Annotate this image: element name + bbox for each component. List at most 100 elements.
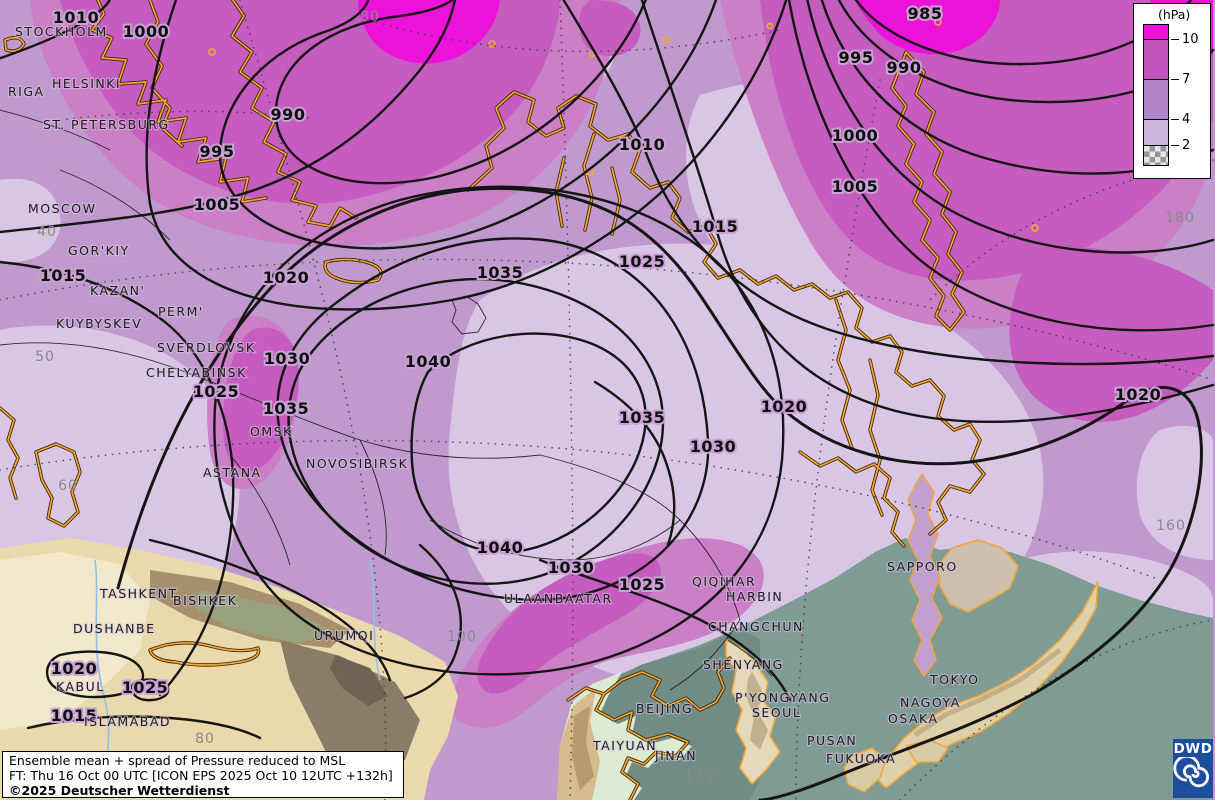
isobar-value-label: 1005 bbox=[832, 177, 879, 196]
isobar-value-label: 985 bbox=[908, 4, 943, 23]
city-label: QIQIHAR bbox=[692, 574, 756, 589]
isobar-value-label: 1015 bbox=[51, 706, 98, 725]
legend-swatch-7-10 bbox=[1143, 39, 1169, 80]
graticule-coordinate-label: 60 bbox=[58, 478, 78, 494]
graticule-coordinate-label: 180 bbox=[1165, 210, 1195, 226]
isobar-value-label: 1020 bbox=[51, 659, 98, 678]
city-label: NOVOSIBIRSK bbox=[306, 456, 408, 471]
legend-tick bbox=[1171, 79, 1179, 80]
city-label: OMSK bbox=[250, 424, 293, 439]
legend-swatch-below-2 bbox=[1143, 145, 1169, 166]
city-label: P'YONGYANG bbox=[735, 690, 830, 705]
city-label: STOCKHOLM bbox=[15, 24, 108, 39]
city-label: PERM' bbox=[158, 304, 204, 319]
contour-label-layer: 1010 1000 990 995 1005 1015 1020 1030 1025 1035 10… bbox=[38, 2, 1163, 727]
legend-tick bbox=[1171, 39, 1179, 40]
city-label: SAPPORO bbox=[887, 559, 958, 574]
isobar-value-label: 990 bbox=[271, 105, 306, 124]
city-label: NAGOYA bbox=[900, 695, 961, 710]
city-label: CHELYABINSK bbox=[146, 365, 247, 380]
city-label: OSAKA bbox=[888, 711, 939, 726]
isobar-value-label: 995 bbox=[839, 48, 874, 67]
grid-label-layer: 80 40 50 60 80 100 120 140 160 180 bbox=[35, 9, 1195, 784]
info-product-title: Ensemble mean + spread of Pressure reduc… bbox=[9, 753, 346, 768]
isobar-value-label: 1035 bbox=[619, 408, 666, 427]
legend-tick bbox=[1171, 145, 1179, 146]
city-label: KABUL bbox=[56, 679, 105, 694]
isobar-value-label: 1030 bbox=[690, 437, 737, 456]
terrain-east-asia bbox=[557, 472, 1099, 800]
legend-tick-label: 4 bbox=[1182, 112, 1191, 127]
city-label: HELSINKI bbox=[52, 76, 121, 91]
city-label: ST. PETERSBURG bbox=[43, 117, 170, 132]
legend-tick-label: 7 bbox=[1182, 72, 1191, 87]
isobar-value-label: 1010 bbox=[619, 135, 666, 154]
map-info-box: Ensemble mean + spread of Pressure reduc… bbox=[2, 751, 404, 798]
city-label: SHENYANG bbox=[703, 657, 784, 672]
city-label: SVERDLOVSK bbox=[157, 340, 256, 355]
isobar-value-label: 1040 bbox=[477, 538, 524, 557]
city-label: BISHKEK bbox=[173, 593, 237, 608]
legend-swatch-above-10 bbox=[1143, 24, 1169, 40]
isobar-value-label: 1020 bbox=[761, 397, 808, 416]
dwd-logo-text: DWD bbox=[1173, 741, 1213, 757]
city-label: JINAN bbox=[654, 748, 697, 763]
isobar-value-label: 1035 bbox=[263, 399, 310, 418]
isobar-value-label: 995 bbox=[200, 142, 235, 161]
legend-tick-label: 2 bbox=[1182, 138, 1191, 153]
legend-swatch-4-7 bbox=[1143, 79, 1169, 120]
city-label: ISLAMABAD bbox=[84, 714, 171, 729]
city-label: HARBIN bbox=[726, 589, 783, 604]
city-label: TOKYO bbox=[929, 672, 980, 687]
city-label: KAZAN' bbox=[90, 283, 145, 298]
city-label: URUMQI bbox=[314, 628, 374, 643]
isobar-value-label: 1020 bbox=[1115, 385, 1162, 404]
graticule-coordinate-label: 140 bbox=[935, 677, 965, 693]
dwd-logo: DWD bbox=[1173, 739, 1213, 798]
isobar-value-label: 1015 bbox=[40, 266, 87, 285]
graticule-coordinate-label: 50 bbox=[35, 349, 55, 365]
isobar-value-label: 1035 bbox=[477, 263, 524, 282]
isobar-value-label: 1015 bbox=[692, 217, 739, 236]
legend-swatch-2-4 bbox=[1143, 119, 1169, 146]
legend-unit-label: (hPa) bbox=[1158, 7, 1191, 22]
graticule-coordinate-label: 80 bbox=[195, 731, 215, 747]
legend-tick-label: 10 bbox=[1182, 32, 1199, 47]
isobar-value-label: 1025 bbox=[193, 382, 240, 401]
coastline-layer bbox=[0, 0, 1152, 800]
city-label: KUYBYSKEV bbox=[56, 316, 142, 331]
graticule-coordinate-label: 160 bbox=[1156, 518, 1186, 534]
dwd-spiral-icon bbox=[1173, 754, 1209, 788]
graticule-coordinate-label: 100 bbox=[447, 629, 477, 645]
isobar-value-label: 1025 bbox=[619, 575, 666, 594]
graticule-coordinate-label: 40 bbox=[37, 224, 57, 240]
isobar-value-label: 1010 bbox=[53, 8, 100, 27]
city-label: TAIYUAN bbox=[592, 738, 657, 753]
info-copyright: ©2025 Deutscher Wetterdienst bbox=[9, 783, 230, 798]
info-forecast-time: FT: Thu 16 Oct 00 UTC [ICON EPS 2025 Oct… bbox=[9, 768, 393, 783]
isobar-value-label: 1040 bbox=[405, 352, 452, 371]
isobar-value-label: 1025 bbox=[122, 678, 169, 697]
isobar-value-label: 1030 bbox=[264, 349, 311, 368]
city-label: TASHKENT bbox=[99, 586, 178, 601]
city-label: PUSAN bbox=[807, 733, 857, 748]
city-label: GOR'KIY bbox=[68, 243, 130, 258]
isobar-value-label: 1005 bbox=[194, 195, 241, 214]
city-label: DUSHANBE bbox=[73, 621, 155, 636]
city-label: ASTANA bbox=[203, 465, 262, 480]
graticule-coordinate-label: 80 bbox=[360, 9, 380, 25]
legend-tick bbox=[1171, 119, 1179, 120]
isobar-value-label: 990 bbox=[887, 58, 922, 77]
city-label: SEOUL bbox=[752, 705, 801, 720]
city-label-layer: STOCKHOLM HELSINKI RIGA ST. PETERSBURG MOSCO… bbox=[7, 23, 980, 768]
isobar-value-label: 1030 bbox=[548, 558, 595, 577]
city-label: MOSCOW bbox=[28, 201, 97, 216]
isobar-value-label: 1020 bbox=[263, 268, 310, 287]
graticule-coordinate-label: 120 bbox=[685, 768, 715, 784]
city-label: BEIJING bbox=[636, 701, 693, 716]
city-label: ULAANBAATAR bbox=[504, 591, 613, 606]
terrain-southwest bbox=[0, 538, 458, 800]
spread-legend: (hPa) 10 7 4 2 bbox=[1133, 3, 1211, 179]
